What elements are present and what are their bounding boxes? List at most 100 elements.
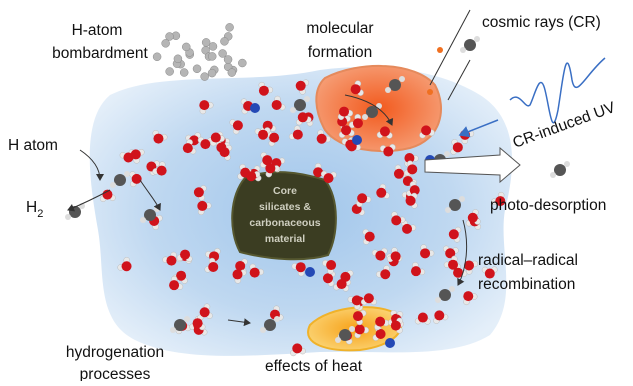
label: H atom	[8, 137, 58, 154]
molecule-part	[296, 262, 306, 272]
molecule-part	[220, 147, 230, 157]
molecule-part	[228, 69, 236, 77]
molecule-part	[375, 251, 385, 261]
molecule-part	[550, 172, 556, 178]
h2-label: H	[26, 199, 37, 216]
molecule-part	[468, 213, 478, 223]
molecule-part	[166, 67, 174, 75]
molecule-part	[211, 133, 221, 143]
molecule-part	[162, 39, 170, 47]
label: bombardment	[52, 45, 148, 62]
molecule-part	[323, 273, 333, 283]
molecule-part	[376, 188, 386, 198]
molecule-part	[353, 311, 363, 321]
molecule-part	[180, 69, 188, 77]
molecule-part	[420, 248, 430, 258]
molecule-part	[365, 232, 375, 242]
molecule-part	[170, 327, 176, 333]
molecule-part	[233, 120, 243, 130]
diagram: H-atom bombardment molecular formation c…	[0, 0, 633, 381]
molecule-part	[259, 86, 269, 96]
molecule-part	[391, 321, 401, 331]
cr-particle	[437, 47, 443, 53]
molecule-part	[238, 59, 246, 67]
molecule-part	[209, 42, 217, 50]
label: photo-desorption	[490, 197, 606, 214]
molecule-part	[335, 337, 341, 343]
molecule-part	[349, 326, 355, 332]
molecule-part	[122, 261, 132, 271]
molecule-part	[418, 313, 428, 323]
h2-subscript: 2	[37, 208, 43, 220]
cr-particle	[427, 89, 433, 95]
molecule-part	[339, 107, 349, 117]
molecule-part	[304, 96, 310, 102]
molecule-part	[219, 49, 227, 57]
label: hydrogenation	[66, 344, 164, 361]
molecule-part	[463, 291, 473, 301]
molecule-part	[182, 43, 190, 51]
label: cosmic rays (CR)	[482, 14, 601, 31]
molecule-part	[394, 169, 404, 179]
molecule-part	[305, 267, 315, 277]
molecule-part	[169, 280, 179, 290]
molecule-part	[324, 173, 334, 183]
molecule-part	[435, 297, 441, 303]
molecule-part	[197, 201, 207, 211]
page: H-atom bombardment molecular formation c…	[0, 0, 633, 381]
molecule-part	[362, 114, 368, 120]
label: molecular	[306, 20, 373, 37]
molecule-part	[220, 37, 228, 45]
molecule-part	[380, 126, 390, 136]
molecule-part	[353, 118, 363, 128]
label: radical–radical	[478, 252, 578, 269]
molecule-part	[290, 107, 296, 113]
molecule-part	[399, 76, 405, 82]
molecule-part	[296, 81, 306, 91]
molecule-part	[193, 318, 203, 328]
molecule-part	[459, 196, 465, 202]
molecule-part	[383, 147, 393, 157]
molecule-part	[352, 295, 362, 305]
molecule-part	[65, 214, 71, 220]
molecule-part	[199, 100, 209, 110]
molecule-part	[200, 307, 210, 317]
molecule-part	[184, 316, 190, 322]
molecule-part	[153, 53, 161, 61]
molecule-part	[292, 343, 302, 353]
label: CR-induced UV	[511, 99, 619, 152]
molecule-part	[235, 261, 245, 271]
molecule-part	[132, 174, 142, 184]
molecule-part	[352, 135, 362, 145]
molecule-part	[157, 166, 167, 176]
molecule-part	[269, 133, 279, 143]
molecule-part	[460, 47, 466, 53]
molecule-part	[449, 286, 455, 292]
molecule-part	[564, 161, 570, 167]
core-label: Core	[273, 185, 297, 197]
molecule-part	[293, 130, 303, 140]
molecule-part	[380, 269, 390, 279]
molecule-part	[421, 125, 431, 135]
molecule-part	[407, 164, 417, 174]
molecule-part	[453, 142, 463, 152]
molecule-part	[406, 196, 416, 206]
molecule-part	[272, 100, 282, 110]
molecule-part	[265, 163, 275, 173]
molecule-part	[402, 224, 412, 234]
molecule-part	[357, 193, 367, 203]
molecule-part	[124, 171, 130, 177]
molecule-part	[208, 52, 216, 60]
molecule-part	[240, 168, 250, 178]
label: H2	[26, 199, 43, 220]
molecule-part	[194, 187, 204, 197]
label: processes	[80, 366, 151, 381]
core-label: silicates &	[259, 201, 311, 213]
molecule-part	[411, 266, 421, 276]
molecule-part	[434, 310, 444, 320]
molecule-part	[200, 139, 210, 149]
molecule-part	[298, 112, 308, 122]
molecule-part	[326, 260, 336, 270]
molecule-part	[474, 36, 480, 42]
molecule-part	[385, 338, 395, 348]
